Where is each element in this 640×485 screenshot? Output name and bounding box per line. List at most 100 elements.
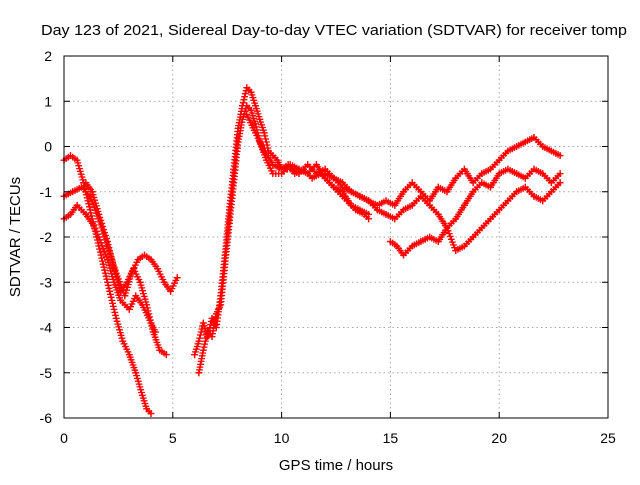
data-point xyxy=(400,188,407,196)
data-point xyxy=(208,333,216,340)
data-point xyxy=(208,315,216,322)
grid xyxy=(64,56,608,418)
data-point xyxy=(217,301,225,309)
series-trace-4 xyxy=(82,179,170,359)
data-point xyxy=(539,197,547,205)
series-trace-9 xyxy=(387,179,564,259)
data-point xyxy=(119,337,127,345)
data-point xyxy=(391,215,399,223)
data-point xyxy=(212,310,220,318)
series-trace-1 xyxy=(60,152,155,417)
data-point xyxy=(434,183,442,191)
data-point xyxy=(521,174,529,182)
data-point xyxy=(69,188,77,196)
data-point xyxy=(199,346,207,354)
data-point xyxy=(365,211,372,218)
data-point xyxy=(230,179,238,187)
y-tick-label: -4 xyxy=(40,320,53,336)
data-point xyxy=(313,161,320,168)
data-point xyxy=(278,165,285,173)
data-point xyxy=(373,206,381,214)
data-point xyxy=(132,369,140,377)
data-point xyxy=(141,251,148,259)
data-point xyxy=(387,238,394,245)
data-point xyxy=(104,238,111,245)
data-point xyxy=(452,215,460,223)
data-point xyxy=(356,192,364,200)
data-point xyxy=(443,188,451,196)
data-point xyxy=(88,188,96,196)
data-point xyxy=(73,201,81,209)
x-tick-label: 20 xyxy=(491,430,507,446)
y-tick-label: 1 xyxy=(44,93,52,109)
data-point xyxy=(391,201,399,209)
data-point xyxy=(434,238,442,245)
data-point xyxy=(426,233,433,241)
data-point xyxy=(478,170,486,177)
data-point xyxy=(147,256,155,263)
data-point xyxy=(221,260,229,268)
data-point xyxy=(269,152,277,159)
data-point xyxy=(521,138,529,146)
data-point xyxy=(495,206,503,214)
data-point xyxy=(99,260,107,268)
data-point xyxy=(73,156,81,164)
data-point xyxy=(400,206,407,214)
data-point xyxy=(260,147,268,155)
data-point xyxy=(167,287,174,295)
data-point xyxy=(295,170,303,177)
data-point xyxy=(260,129,268,137)
data-point xyxy=(82,179,90,187)
data-point xyxy=(461,165,468,173)
data-point xyxy=(243,102,251,110)
data-point xyxy=(82,211,90,218)
data-point xyxy=(243,111,251,119)
data-point xyxy=(95,233,103,241)
data-point xyxy=(191,351,198,359)
data-point xyxy=(95,211,103,218)
data-point xyxy=(88,220,96,227)
data-point xyxy=(339,179,346,187)
data-point xyxy=(321,170,329,177)
x-axis-label: GPS time / hours xyxy=(279,457,393,474)
y-tick-label: -2 xyxy=(40,229,53,245)
y-tick-label: 0 xyxy=(44,139,52,155)
data-point xyxy=(408,179,416,187)
x-tick-label: 10 xyxy=(274,430,290,446)
y-tick-label: -3 xyxy=(40,274,53,290)
data-point xyxy=(256,116,264,123)
data-point xyxy=(117,297,124,304)
data-point xyxy=(417,192,425,200)
data-point xyxy=(247,88,255,96)
data-point xyxy=(382,197,390,205)
data-point xyxy=(452,247,460,254)
data-point xyxy=(125,306,133,313)
data-point xyxy=(495,170,503,177)
data-point xyxy=(154,265,161,273)
data-point xyxy=(400,251,407,259)
data-point xyxy=(304,170,312,177)
data-point xyxy=(495,156,503,164)
data-point xyxy=(195,337,203,345)
data-point xyxy=(199,319,207,327)
data-point xyxy=(134,256,142,263)
data-point xyxy=(347,201,355,209)
data-point xyxy=(478,179,486,187)
data-point xyxy=(143,405,151,413)
data-point xyxy=(330,183,338,191)
series-markers xyxy=(321,165,564,232)
data-point xyxy=(304,161,312,168)
data-point xyxy=(78,183,85,191)
data-point xyxy=(269,161,277,168)
data-point xyxy=(110,265,118,273)
data-point xyxy=(252,120,259,128)
data-point xyxy=(136,278,144,286)
data-point xyxy=(143,301,151,309)
data-point xyxy=(347,188,355,196)
data-point xyxy=(539,143,547,150)
series-markers xyxy=(60,201,159,336)
data-point xyxy=(461,201,468,209)
data-point xyxy=(408,242,416,250)
